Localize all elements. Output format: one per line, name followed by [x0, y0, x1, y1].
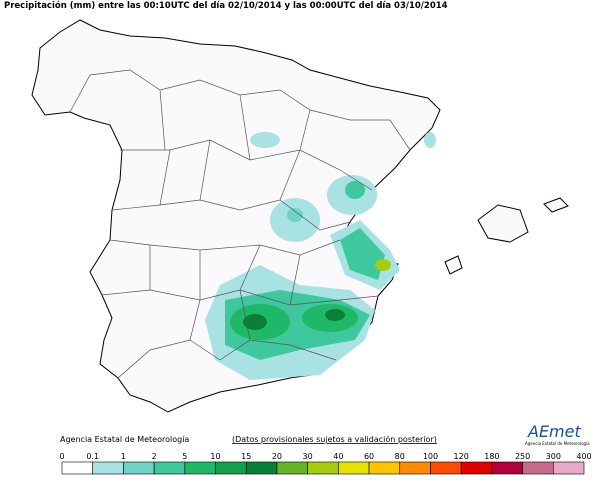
legend-label: 30 [303, 452, 313, 461]
legend-label: 80 [395, 452, 405, 461]
title: Precipitación (mm) entre las 00:10UTC de… [4, 0, 448, 11]
legend-label: 120 [454, 452, 469, 461]
agency-credit: Agencia Estatal de Meteorología [60, 435, 189, 444]
legend-label: 1 [121, 452, 126, 461]
legend-label: 20 [272, 452, 282, 461]
legend-swatch [184, 461, 216, 475]
legend-swatch [61, 461, 94, 475]
legend-swatch [368, 461, 401, 475]
legend-label: 0 [59, 452, 64, 461]
legend-swatch [215, 461, 247, 475]
legend-label: 0.1 [86, 452, 99, 461]
legend-swatch [522, 461, 554, 475]
legend-label: 100 [423, 452, 438, 461]
legend-swatch [153, 461, 186, 475]
legend-swatch [338, 461, 370, 475]
legend-label: 40 [333, 452, 343, 461]
legend-label: 250 [515, 452, 530, 461]
logo-caption: Agencia Estatal de Meteorología [525, 441, 590, 446]
legend-label: 180 [484, 452, 499, 461]
legend-swatch [460, 461, 493, 475]
menorca [543, 197, 569, 213]
legend-label: 15 [241, 452, 251, 461]
mallorca [477, 204, 529, 243]
legend-label: 2 [152, 452, 157, 461]
ibiza [444, 255, 463, 275]
legend-label: 400 [576, 452, 591, 461]
province-borders [69, 69, 411, 379]
notice: (Datos provisionales sujetos a validació… [232, 434, 437, 444]
legend-label: 10 [210, 452, 220, 461]
legend: 0 0.1 1 2 5 10 15 20 30 40 60 80 100 120 180 250 300 400 [59, 452, 592, 475]
legend-swatch [552, 461, 585, 475]
legend-label: 300 [546, 452, 561, 461]
legend-swatch [430, 461, 462, 475]
legend-label: 5 [182, 452, 187, 461]
legend-swatch [92, 461, 124, 475]
legend-swatch [123, 461, 155, 475]
logo: AEmet [527, 422, 581, 441]
legend-label: 60 [364, 452, 374, 461]
legend-swatch [491, 461, 523, 475]
legend-swatch [399, 461, 431, 475]
legend-swatch [245, 461, 278, 475]
map [31, 19, 569, 413]
precipitation [205, 132, 436, 380]
legend-swatch [276, 461, 308, 475]
legend-swatch [307, 461, 339, 475]
